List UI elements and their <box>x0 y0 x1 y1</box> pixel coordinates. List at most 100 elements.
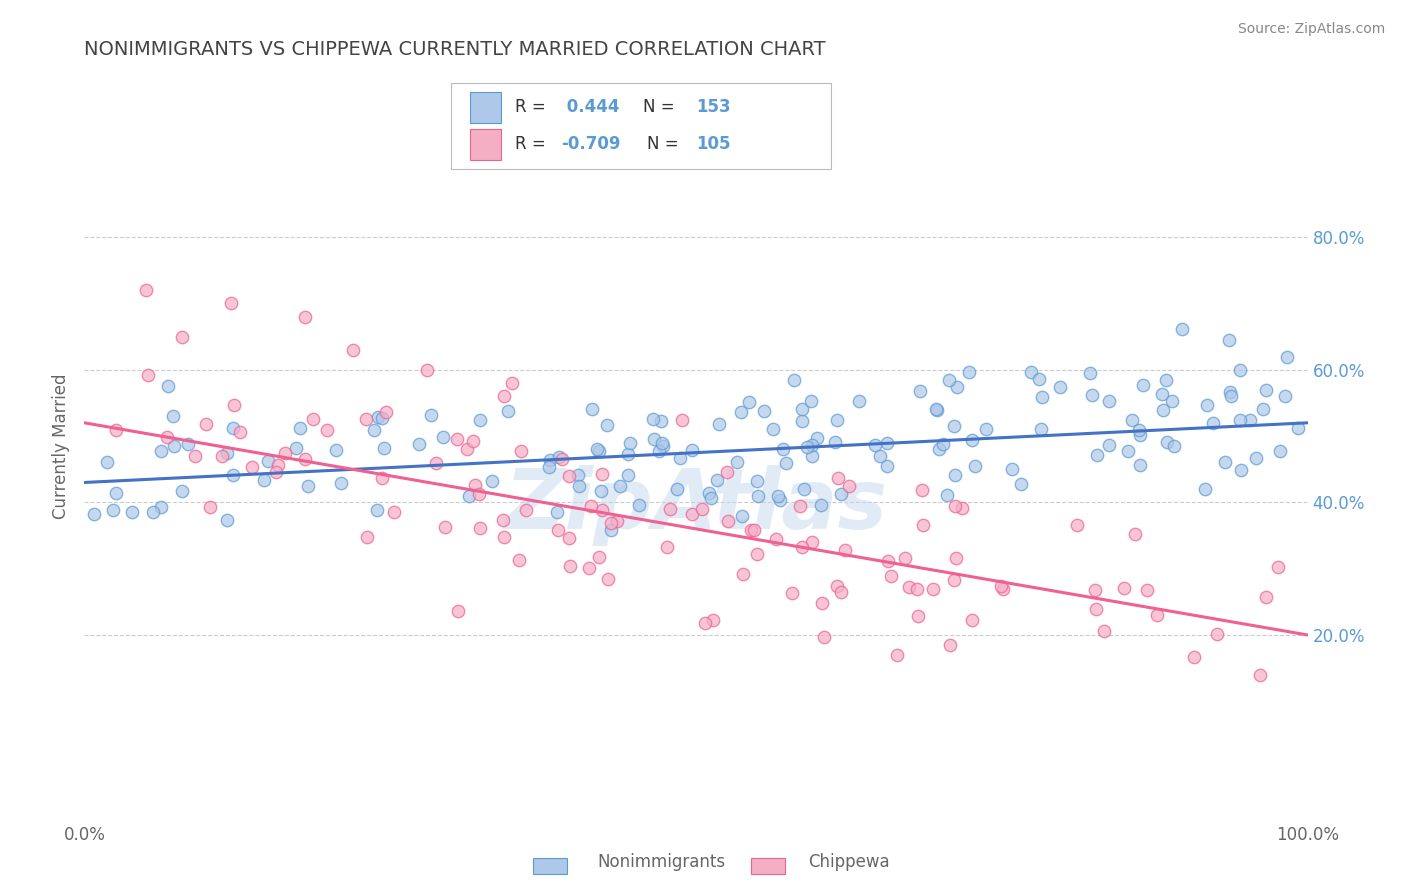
Point <box>925 403 948 417</box>
Point <box>316 424 339 438</box>
Point <box>1098 438 1121 452</box>
Point <box>695 615 717 630</box>
Point <box>264 465 287 479</box>
Point <box>894 550 917 565</box>
Point <box>267 458 290 472</box>
Point <box>806 431 828 445</box>
Point <box>658 501 681 516</box>
Point <box>558 468 581 483</box>
Point <box>943 419 966 434</box>
Point <box>596 417 619 432</box>
Point <box>467 486 489 500</box>
Point <box>228 425 250 440</box>
Point <box>733 567 755 582</box>
Point <box>943 467 966 482</box>
Point <box>1136 582 1159 597</box>
Point <box>863 438 886 452</box>
Point <box>219 296 242 310</box>
Point <box>363 423 385 437</box>
Point <box>294 310 316 324</box>
Point <box>780 586 803 600</box>
Point <box>142 506 165 520</box>
Point <box>215 513 238 527</box>
Point <box>1121 413 1143 427</box>
Point <box>425 457 447 471</box>
Point <box>1244 450 1267 465</box>
Point <box>256 454 278 468</box>
Point <box>1161 394 1184 409</box>
Point <box>371 471 394 485</box>
Point <box>960 614 983 628</box>
Point <box>783 373 806 387</box>
Point <box>496 404 519 418</box>
Point <box>596 572 619 586</box>
Text: 153: 153 <box>696 98 731 116</box>
Point <box>765 532 787 546</box>
Point <box>419 408 441 422</box>
Point <box>681 507 703 521</box>
Point <box>591 503 613 517</box>
Point <box>481 474 503 488</box>
Point <box>551 452 574 467</box>
Point <box>671 413 693 427</box>
Point <box>1182 650 1205 665</box>
Point <box>702 614 724 628</box>
Point <box>600 516 623 531</box>
Point <box>136 368 159 382</box>
Point <box>546 505 568 519</box>
Point <box>796 440 818 454</box>
Point <box>963 459 986 474</box>
Point <box>83 507 105 521</box>
Point <box>502 376 524 390</box>
Point <box>1156 434 1178 449</box>
Point <box>457 489 479 503</box>
Point <box>876 554 898 568</box>
Point <box>568 479 591 493</box>
Point <box>416 363 439 377</box>
Point <box>991 582 1014 596</box>
Point <box>589 484 612 499</box>
Point <box>848 393 870 408</box>
Point <box>609 479 631 493</box>
Point <box>730 508 752 523</box>
Point <box>905 582 928 596</box>
Point <box>1081 388 1104 402</box>
Point <box>747 547 769 561</box>
Point <box>801 449 824 463</box>
Point <box>681 442 703 457</box>
Point <box>606 514 628 528</box>
Point <box>1094 624 1116 639</box>
Point <box>838 479 860 493</box>
Point <box>827 471 849 485</box>
Point <box>509 443 531 458</box>
Point <box>747 489 769 503</box>
Point <box>1049 379 1071 393</box>
Point <box>373 442 395 456</box>
Point <box>738 394 761 409</box>
Point <box>367 409 389 424</box>
Point <box>1229 413 1251 427</box>
Point <box>790 540 813 554</box>
Point <box>105 485 128 500</box>
Point <box>752 404 775 418</box>
FancyBboxPatch shape <box>470 92 502 123</box>
Point <box>240 459 263 474</box>
Point <box>1085 448 1108 462</box>
Point <box>252 473 274 487</box>
Point <box>366 503 388 517</box>
Point <box>690 502 713 516</box>
Point <box>558 531 581 545</box>
Point <box>1220 389 1243 403</box>
Point <box>1029 422 1052 436</box>
Point <box>945 551 967 566</box>
Point <box>825 413 848 427</box>
Point <box>1205 626 1227 640</box>
Point <box>960 434 983 448</box>
Point <box>222 467 245 482</box>
Point <box>588 550 610 565</box>
Point <box>1078 366 1101 380</box>
Point <box>1019 365 1042 379</box>
Point <box>1001 462 1024 476</box>
Point <box>156 430 179 444</box>
Point <box>1010 477 1032 491</box>
